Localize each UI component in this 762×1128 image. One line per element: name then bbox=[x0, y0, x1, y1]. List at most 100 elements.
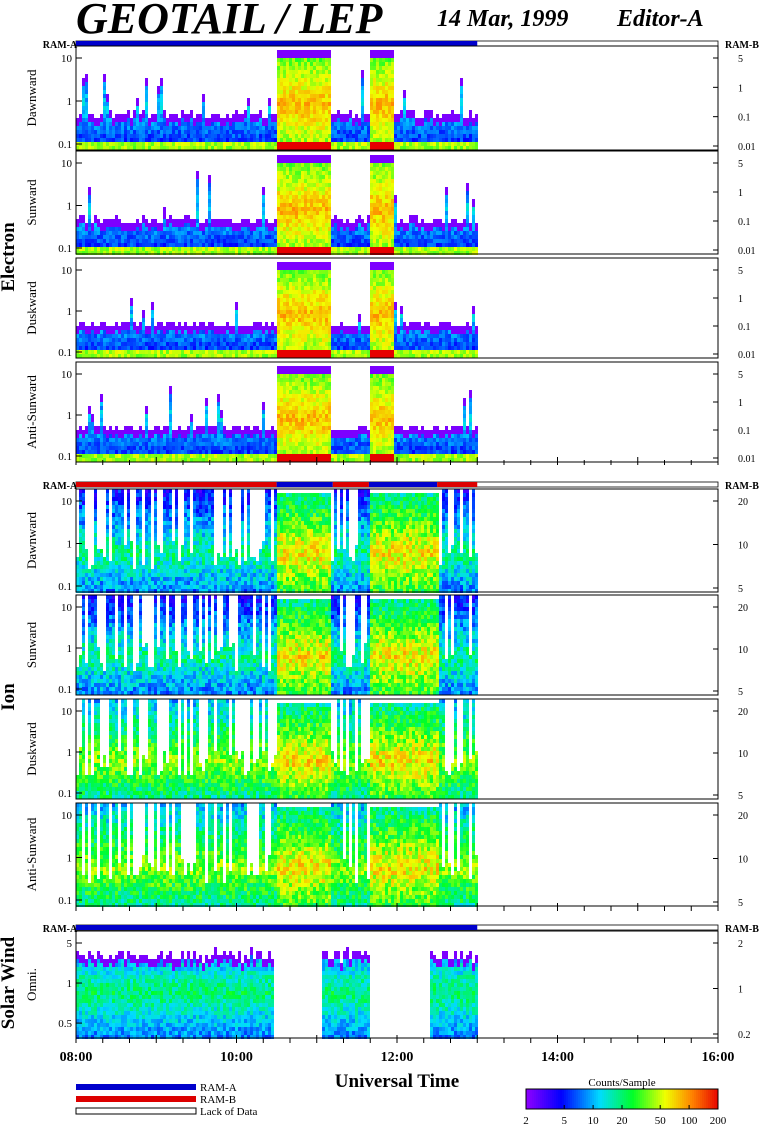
y-tick-label: 0.1 bbox=[58, 684, 72, 696]
mode-bar-segment bbox=[368, 482, 438, 487]
colorbar-cell bbox=[654, 1089, 656, 1109]
colorbar-cell bbox=[558, 1089, 560, 1109]
colorbar-cell bbox=[588, 1089, 590, 1109]
panel-frame bbox=[75, 488, 719, 593]
x-ticks bbox=[75, 1035, 719, 1043]
section-electron: RAM-A RAM-B Electron Dawnward 10 1 0.1 5 1 0.1 0.0… bbox=[0, 40, 759, 465]
colorbar-cell bbox=[592, 1089, 594, 1109]
panel-label: Anti-Sunward bbox=[24, 375, 39, 449]
y-tick-label: 1 bbox=[67, 747, 73, 759]
colorbar-cell bbox=[626, 1089, 628, 1109]
y-tick-label: 10 bbox=[61, 158, 73, 170]
x-ticks bbox=[75, 903, 719, 911]
panel-electron-duskward: Duskward 10 1 0.1 5 1 0.1 0.01 bbox=[24, 257, 756, 361]
y-tick-label: 1 bbox=[67, 306, 73, 318]
colorbar-cell bbox=[682, 1089, 684, 1109]
colorbar-cell bbox=[556, 1089, 558, 1109]
colorbar-cell bbox=[532, 1089, 534, 1109]
legend-label-no-data: Lack of Data bbox=[200, 1106, 258, 1118]
colorbar-cell bbox=[620, 1089, 622, 1109]
colorbar-cell bbox=[548, 1089, 550, 1109]
x-tick-label: 12:00 bbox=[381, 1050, 414, 1065]
right-tick-label: 5 bbox=[738, 266, 743, 277]
y-tick-label: 0.1 bbox=[58, 451, 72, 463]
colorbar-cell bbox=[638, 1089, 640, 1109]
right-tick-label: 5 bbox=[738, 584, 743, 595]
figure-title: GEOTAIL / LEP bbox=[76, 0, 384, 43]
right-tick-label: 0.1 bbox=[738, 322, 751, 333]
mode-bar-segment bbox=[276, 482, 333, 487]
colorbar-title: Counts/Sample bbox=[588, 1077, 655, 1089]
panel-ion-dawnward: Dawnward 10 1 0.1 20 10 5 bbox=[24, 488, 748, 595]
right-tick-label: 0.01 bbox=[738, 142, 756, 153]
colorbar-cell bbox=[594, 1089, 596, 1109]
colorbar-tick-label: 5 bbox=[561, 1115, 567, 1127]
y-tick-label: 0.1 bbox=[58, 139, 72, 151]
panel-label: Anti-Sunward bbox=[24, 817, 39, 891]
colorbar-cell bbox=[530, 1089, 532, 1109]
panel-frame bbox=[75, 594, 719, 696]
colorbar-cell bbox=[526, 1089, 528, 1109]
colorbar-cell bbox=[618, 1089, 620, 1109]
panel-label: Sunward bbox=[24, 621, 39, 668]
right-tick-label: 5 bbox=[738, 159, 743, 170]
colorbar-tick-label: 100 bbox=[681, 1115, 698, 1127]
colorbar-cell bbox=[656, 1089, 658, 1109]
colorbar-cell bbox=[540, 1089, 542, 1109]
colorbar-cell bbox=[636, 1089, 638, 1109]
y-tick-label: 1 bbox=[67, 643, 73, 655]
colorbar-cell bbox=[606, 1089, 608, 1109]
right-tick-label: 10 bbox=[738, 645, 748, 656]
colorbar-cell bbox=[666, 1089, 668, 1109]
colorbar-cell bbox=[586, 1089, 588, 1109]
x-axis-label: Universal Time bbox=[335, 1071, 459, 1092]
y-tick-label: 10 bbox=[61, 53, 73, 65]
colorbar-cell bbox=[702, 1089, 704, 1109]
panel-label: Omni. bbox=[24, 968, 39, 1001]
colorbar-cell bbox=[536, 1089, 538, 1109]
mode-bar-segment bbox=[76, 41, 478, 46]
colorbar-cell bbox=[698, 1089, 700, 1109]
panel-solar-wind-omni: Omni. 5 1 0.5 2 1 0.2 bbox=[24, 930, 751, 1041]
mode-legend: RAM-A RAM-B Lack of Data bbox=[75, 1082, 258, 1118]
colorbar-cell bbox=[676, 1089, 678, 1109]
y-tick-label: 0.1 bbox=[58, 895, 72, 907]
colorbar-cell bbox=[600, 1089, 602, 1109]
right-tick-label: 20 bbox=[738, 707, 748, 718]
colorbar-cell bbox=[546, 1089, 548, 1109]
right-tick-label: 10 bbox=[738, 855, 748, 866]
y-tick-label: 0.5 bbox=[58, 1018, 72, 1030]
colorbar-cell bbox=[680, 1089, 682, 1109]
x-tick-label: 16:00 bbox=[702, 1050, 735, 1065]
colorbar-cell bbox=[686, 1089, 688, 1109]
mode-bar-right-label: RAM-B bbox=[725, 481, 759, 492]
panel-label: Dawnward bbox=[24, 511, 39, 569]
right-tick-label: 5 bbox=[738, 687, 743, 698]
colorbar-tick-label: 20 bbox=[617, 1115, 629, 1127]
colorbar-cell bbox=[640, 1089, 642, 1109]
mode-bar-segment bbox=[332, 482, 369, 487]
colorbar-cell bbox=[610, 1089, 612, 1109]
panel-electron-sunward: Sunward 10 1 0.1 5 1 0.1 0.01 bbox=[24, 150, 756, 257]
colorbar-cell bbox=[700, 1089, 702, 1109]
colorbar-cell bbox=[710, 1089, 712, 1109]
colorbar-tick-label: 2 bbox=[523, 1115, 529, 1127]
colorbar-cell bbox=[632, 1089, 634, 1109]
colorbar-cell bbox=[708, 1089, 710, 1109]
colorbar-cell bbox=[712, 1089, 714, 1109]
y-tick-label: 10 bbox=[61, 810, 73, 822]
right-tick-label: 2 bbox=[738, 939, 743, 950]
colorbar-cell bbox=[590, 1089, 592, 1109]
colorbar-cell bbox=[602, 1089, 604, 1109]
colorbar-cell bbox=[534, 1089, 536, 1109]
figure-editor: Editor-A bbox=[616, 6, 704, 32]
right-tick-label: 0.1 bbox=[738, 113, 751, 124]
colorbar-cell bbox=[582, 1089, 584, 1109]
legend-swatch-ram-a bbox=[76, 1084, 196, 1090]
legend-label-ram-a: RAM-A bbox=[200, 1082, 237, 1094]
colorbar-cell bbox=[648, 1089, 650, 1109]
colorbar-cell bbox=[658, 1089, 660, 1109]
legend-swatch-no-data bbox=[75, 1107, 197, 1115]
colorbar-cell bbox=[642, 1089, 644, 1109]
